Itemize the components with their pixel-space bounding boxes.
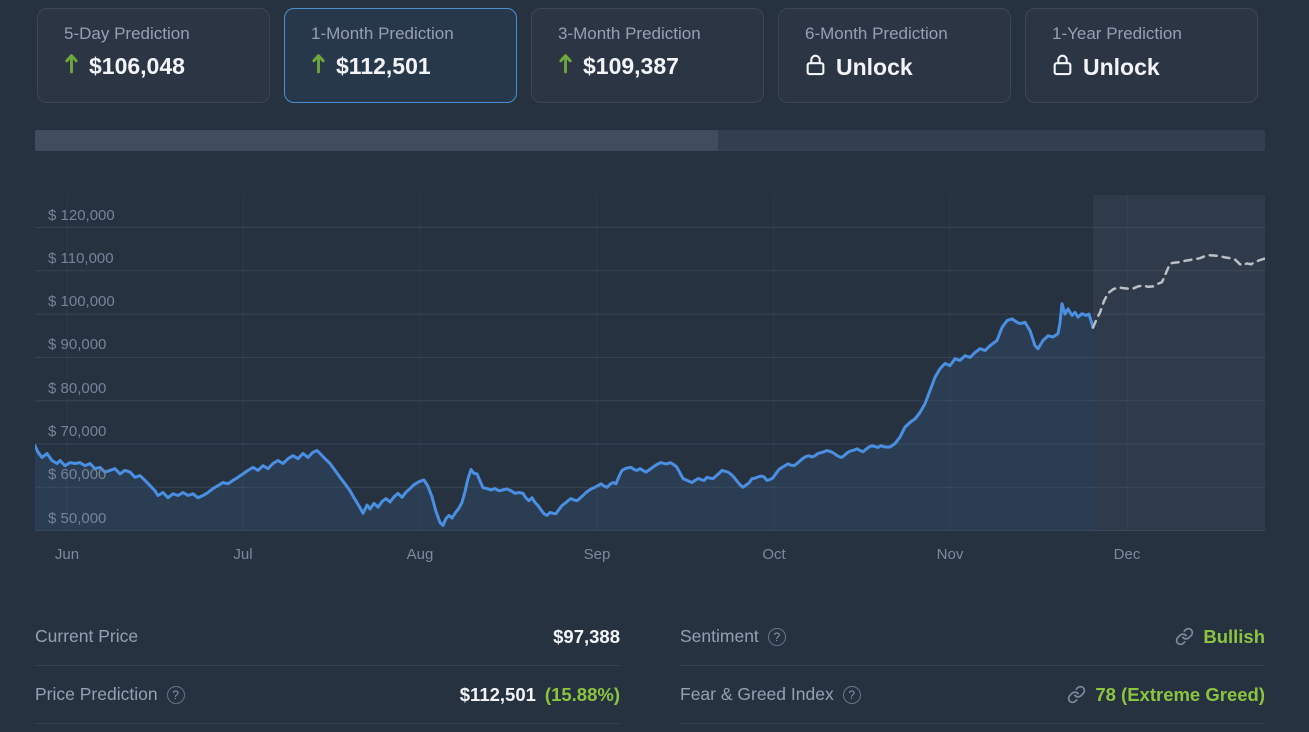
- scrollbar-thumb[interactable]: [35, 130, 718, 151]
- link-icon[interactable]: [1175, 627, 1194, 646]
- x-axis-tick: Jun: [54, 546, 80, 563]
- stat-value-text: $97,388: [553, 625, 620, 647]
- card-unlock-label[interactable]: Unlock: [836, 54, 913, 80]
- lock-icon: [1052, 53, 1073, 82]
- card-title: 5-Day Prediction: [64, 24, 190, 43]
- current-price-row: Current Price $97,388: [35, 608, 620, 666]
- historical-area: [35, 303, 1093, 531]
- historical-line: [35, 302, 1095, 527]
- card-1-year-prediction[interactable]: 1-Year Prediction Unlock: [1025, 8, 1258, 103]
- link-icon[interactable]: [1067, 685, 1086, 704]
- card-value: Unlock: [1052, 53, 1247, 82]
- x-axis-tick: Dec: [1113, 546, 1141, 563]
- card-price: $109,387: [583, 53, 679, 79]
- card-title: 6-Month Prediction: [805, 24, 948, 43]
- current-price-value: $97,388: [553, 626, 620, 648]
- card-title: 3-Month Prediction: [558, 24, 701, 43]
- stat-label-text: Current Price: [35, 626, 139, 646]
- sentiment-value: Bullish: [1175, 626, 1265, 648]
- x-axis-tick: Sep: [583, 546, 611, 563]
- prediction-zone: [1093, 195, 1265, 531]
- card-unlock-label[interactable]: Unlock: [1083, 54, 1160, 80]
- sentiment-link[interactable]: Bullish: [1203, 625, 1265, 647]
- x-axis-tick: Oct: [762, 546, 786, 563]
- fear-greed-label: Fear & Greed Index ?: [680, 684, 861, 705]
- sentiment-label: Sentiment ?: [680, 626, 786, 647]
- x-axis-tick: Nov: [936, 546, 964, 563]
- up-arrow-icon: [311, 53, 326, 80]
- price-chart-svg: [35, 195, 1265, 532]
- card-3-month-prediction[interactable]: 3-Month Prediction $109,387: [531, 8, 764, 103]
- stats-column-left: Current Price $97,388 Price Prediction ?…: [35, 608, 620, 724]
- sentiment-row: Sentiment ? Bullish: [680, 608, 1265, 666]
- card-title: 1-Year Prediction: [1052, 24, 1182, 43]
- price-prediction-value: $112,501 (15.88%): [460, 684, 620, 706]
- lock-icon: [805, 53, 826, 82]
- stat-change-percent: (15.88%): [544, 683, 620, 705]
- up-arrow-icon: [558, 53, 573, 80]
- price-prediction-label: Price Prediction ?: [35, 684, 185, 705]
- chart-range-scrollbar[interactable]: [35, 130, 1265, 151]
- card-value: Unlock: [805, 53, 1000, 82]
- x-axis-tick: Aug: [406, 546, 434, 563]
- stat-label-text: Price Prediction: [35, 684, 158, 704]
- stats-column-right: Sentiment ? Bullish Fear & Greed Index ?…: [680, 608, 1265, 724]
- card-price: $112,501: [336, 53, 431, 79]
- prediction-cards-row: 5-Day Prediction $106,048 1-Month Predic…: [37, 8, 1258, 103]
- fear-greed-row: Fear & Greed Index ? 78 (Extreme Greed): [680, 666, 1265, 724]
- price-prediction-row: Price Prediction ? $112,501 (15.88%): [35, 666, 620, 724]
- help-icon[interactable]: ?: [842, 685, 861, 704]
- fear-greed-value: 78 (Extreme Greed): [1067, 684, 1265, 706]
- prediction-line: [1091, 253, 1265, 329]
- card-value: $109,387: [558, 53, 753, 80]
- fear-greed-link[interactable]: 78 (Extreme Greed): [1095, 683, 1265, 705]
- stat-label-text: Sentiment: [680, 626, 759, 646]
- x-axis-tick: Jul: [233, 546, 253, 563]
- stat-value-text: $112,501: [459, 683, 536, 705]
- card-value: $112,501: [311, 53, 506, 80]
- card-1-month-prediction[interactable]: 1-Month Prediction $112,501: [284, 8, 517, 103]
- price-chart[interactable]: $ 120,000 $ 110,000 $ 100,000 $ 90,000 $ 80,…: [35, 195, 1265, 575]
- current-price-label: Current Price: [35, 626, 138, 647]
- card-value: $106,048: [64, 53, 259, 80]
- card-price: $106,048: [89, 53, 185, 79]
- help-icon[interactable]: ?: [166, 685, 185, 704]
- card-5-day-prediction[interactable]: 5-Day Prediction $106,048: [37, 8, 270, 103]
- stat-label-text: Fear & Greed Index: [680, 684, 834, 704]
- up-arrow-icon: [64, 53, 79, 80]
- card-title: 1-Month Prediction: [311, 24, 454, 43]
- card-6-month-prediction[interactable]: 6-Month Prediction Unlock: [778, 8, 1011, 103]
- help-icon[interactable]: ?: [767, 627, 786, 646]
